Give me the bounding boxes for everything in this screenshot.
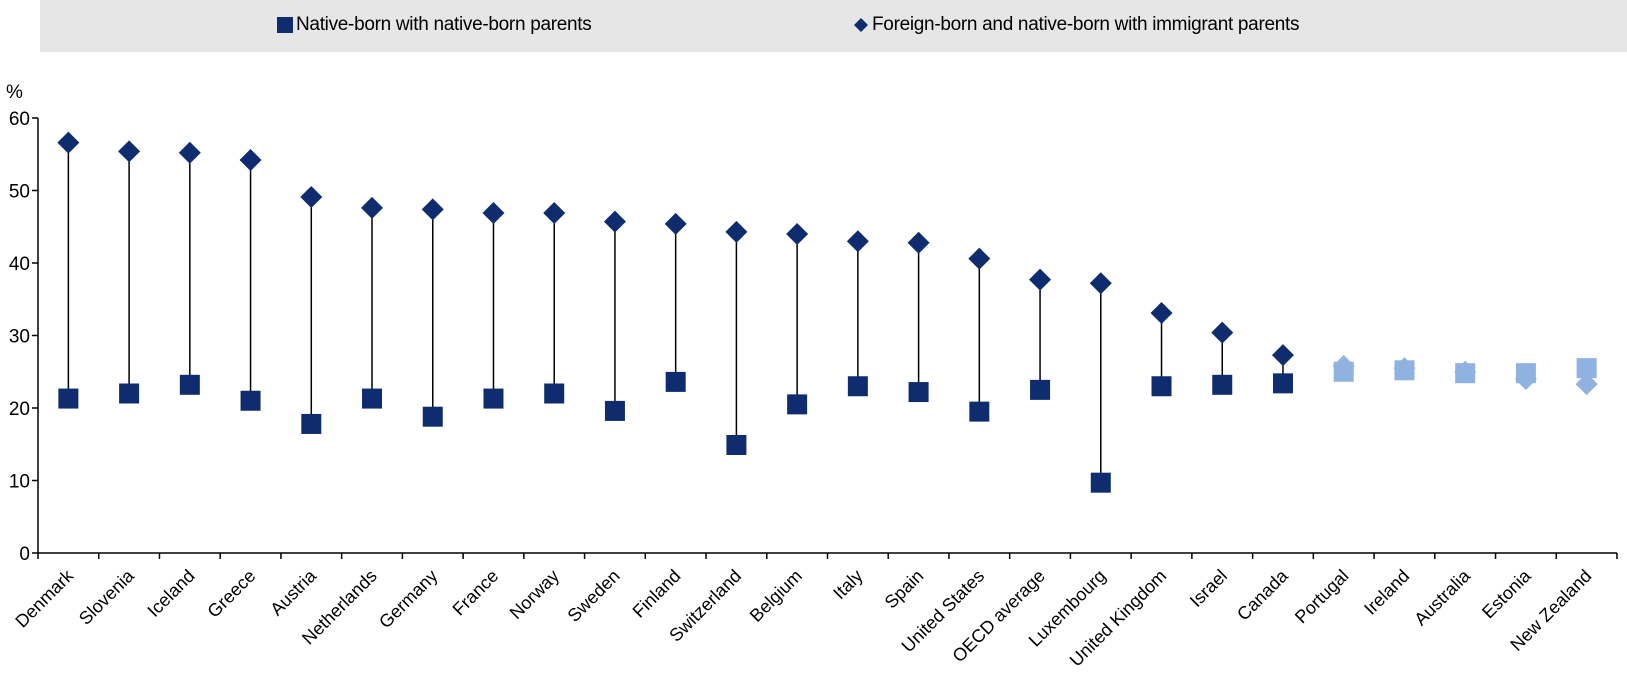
legend-label-series2: Foreign-born and native-born with immigr… — [872, 14, 1300, 35]
category-label: Greece — [204, 566, 260, 622]
square-marker — [1394, 360, 1415, 381]
diamond-marker — [1029, 268, 1052, 291]
square-marker — [1576, 358, 1597, 379]
category-label: Portugal — [1291, 566, 1353, 628]
diamond-marker — [1150, 302, 1173, 325]
square-marker — [240, 390, 261, 411]
diamond-marker — [1211, 321, 1234, 344]
square-marker — [847, 376, 868, 397]
diamond-marker — [300, 186, 323, 209]
square-marker — [58, 388, 79, 409]
diamond-marker — [1575, 373, 1598, 396]
category-label: Canada — [1233, 565, 1292, 624]
category-label: Slovenia — [75, 565, 139, 629]
square-marker — [1212, 374, 1233, 395]
category-label: Norway — [506, 566, 563, 623]
legend-item-series2: Foreign-born and native-born with immigr… — [852, 14, 1300, 36]
y-tick-label: 40 — [9, 254, 30, 275]
y-tick-label: 10 — [9, 472, 30, 493]
y-axis-label: % — [6, 82, 23, 103]
diamond-marker — [786, 223, 809, 245]
square-marker — [787, 394, 808, 415]
square-marker — [544, 383, 565, 404]
category-label: Ireland — [1360, 566, 1413, 619]
category-label: Italy — [829, 566, 866, 603]
square-marker — [1333, 361, 1354, 382]
y-tick-label: 50 — [9, 182, 30, 203]
square-marker — [179, 374, 200, 395]
diamond-marker — [482, 201, 505, 224]
diamond-marker — [725, 220, 748, 243]
square-marker — [604, 400, 625, 421]
category-label: Belgium — [746, 566, 806, 626]
diamond-marker — [57, 131, 80, 154]
y-tick-label: 60 — [9, 109, 30, 130]
diamond-marker — [178, 141, 201, 164]
square-marker — [119, 383, 140, 404]
category-label: Australia — [1410, 565, 1474, 629]
diamond-marker — [1271, 344, 1294, 367]
diamond-marker — [361, 196, 384, 219]
markers — [57, 131, 1598, 493]
diamond-marker — [543, 201, 566, 224]
diamond-marker — [846, 230, 869, 253]
diamond-marker — [664, 212, 687, 235]
legend-label-series1: Native-born with native-born parents — [296, 14, 592, 35]
category-label: Austria — [266, 565, 320, 619]
category-label: Israel — [1186, 566, 1231, 611]
category-label: Iceland — [143, 566, 198, 621]
square-marker — [726, 434, 747, 455]
diamond-marker — [239, 149, 262, 172]
legend-item-series1: Native-born with native-born parents — [276, 14, 592, 36]
square-marker — [908, 382, 929, 403]
y-axis: 0 10 20 30 40 50 60 — [9, 109, 39, 565]
square-marker — [301, 413, 322, 434]
y-tick-label: 30 — [9, 327, 30, 348]
square-marker — [1090, 472, 1111, 493]
range-lines — [67, 142, 1588, 483]
diamond-marker — [603, 210, 626, 233]
diamond-marker-icon — [854, 18, 868, 32]
y-tick-label: 20 — [9, 399, 30, 420]
y-tick-label: 0 — [19, 544, 30, 565]
square-marker — [1455, 363, 1476, 384]
category-label: Estonia — [1478, 565, 1535, 622]
square-marker — [1272, 373, 1293, 394]
square-marker — [665, 371, 686, 392]
square-marker — [1030, 379, 1051, 400]
legend-bar: Native-born with native-born parents For… — [40, 0, 1627, 52]
diamond-marker — [968, 247, 991, 270]
square-marker — [483, 388, 504, 409]
square-marker — [1515, 363, 1536, 384]
category-label: Denmark — [11, 565, 77, 631]
square-marker — [422, 406, 443, 427]
category-label: Finland — [629, 566, 685, 622]
square-marker — [362, 388, 383, 409]
category-label: Spain — [881, 566, 928, 613]
diamond-marker — [1089, 272, 1112, 295]
category-label: France — [449, 566, 503, 620]
diamond-marker — [118, 140, 141, 163]
category-label: Germany — [375, 566, 441, 632]
diamond-marker — [421, 198, 444, 221]
square-marker — [1151, 376, 1172, 397]
square-marker-icon — [277, 17, 293, 33]
square-marker — [969, 401, 990, 422]
x-axis — [37, 552, 1618, 559]
diamond-marker — [907, 231, 930, 254]
category-label: Sweden — [564, 566, 624, 626]
